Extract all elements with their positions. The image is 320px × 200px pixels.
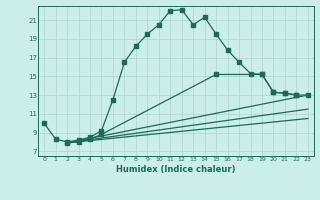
X-axis label: Humidex (Indice chaleur): Humidex (Indice chaleur) xyxy=(116,165,236,174)
